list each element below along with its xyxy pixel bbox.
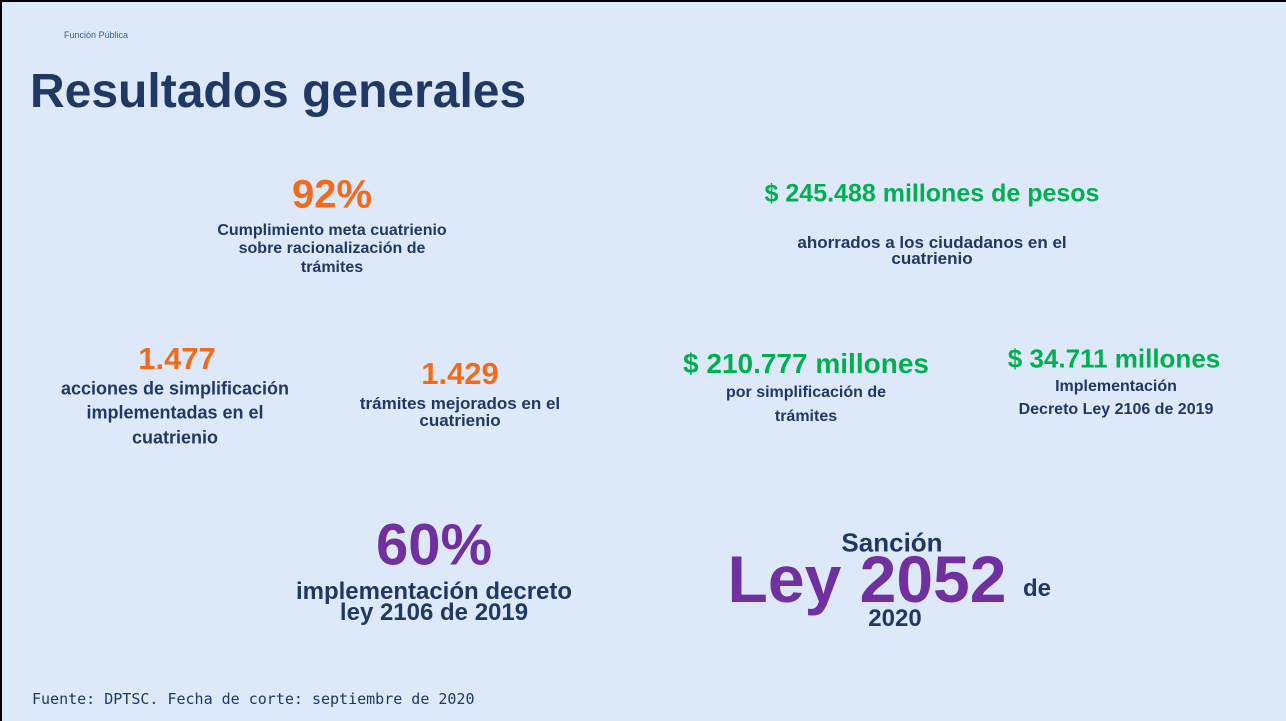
slide-title: Resultados generales [30, 65, 527, 118]
stat-label: Implementación [1055, 378, 1177, 395]
law-top: Sanción [841, 527, 943, 558]
footer-source: Fuente: DPTSC. Fecha de corte: septiembr… [32, 690, 475, 708]
law-name: Ley 2052 [727, 542, 1007, 616]
stat-label: cuatrienio [131, 427, 219, 448]
stat-value: 1.477 [138, 341, 216, 376]
law-suffix: de [1022, 575, 1052, 602]
stat-value: 60% [375, 512, 493, 578]
stat-value: $ 210.777 millones [683, 348, 929, 379]
stat-label: Cumplimiento meta cuatrienio [217, 222, 447, 239]
stat-value: 92% [291, 172, 373, 217]
stat-value: $ 34.711 millones [1007, 343, 1221, 374]
stat-label: implementación decreto [295, 578, 573, 605]
org-name: Función Pública [64, 30, 129, 40]
stat-label: Decreto Ley 2106 de 2019 [1018, 401, 1214, 418]
stat-label: acciones de simplificación [60, 378, 290, 399]
stat-value: $ 245.488 millones de pesos [764, 179, 1100, 208]
stat-label: implementadas en el [86, 402, 264, 423]
law-year: 2020 [868, 605, 922, 632]
stat-label: cuatrienio [891, 249, 973, 268]
stat-label: trámites mejorados en el [359, 394, 561, 413]
stat-label: trámites [300, 259, 364, 276]
stat-label: ahorrados a los ciudadanos en el [797, 233, 1067, 252]
stat-label: ley 2106 de 2019 [339, 599, 529, 626]
stat-label: trámites [774, 408, 838, 425]
stat-label: por simplificación de [725, 384, 887, 401]
stat-label: sobre racionalización de [238, 240, 426, 257]
stat-label: cuatrienio [419, 411, 501, 430]
stat-value: 1.429 [421, 356, 499, 391]
